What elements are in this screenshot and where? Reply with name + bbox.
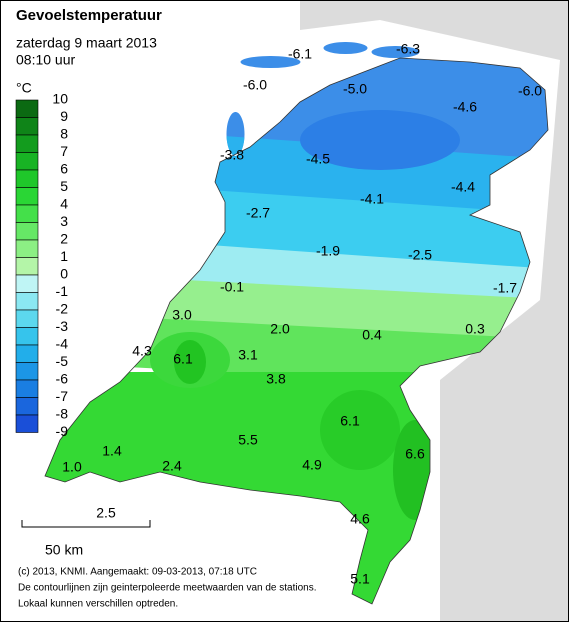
legend-swatch [15,117,39,136]
title: Gevoelstemperatuur [16,7,162,24]
station-value: -0.1 [220,279,244,295]
legend-swatch [15,274,39,293]
station-value: 4.3 [132,343,152,359]
station-value: -1.9 [316,243,340,259]
station-value: 6.1 [340,413,360,429]
station-value: 1.4 [102,443,122,459]
neighbouring-land [300,0,569,622]
legend-swatch [15,379,39,398]
legend-tick: 7 [60,143,68,159]
station-value: 0.3 [465,321,485,337]
station-value: -5.0 [343,81,367,97]
station-value: -4.4 [451,179,475,195]
time: 08:10 uur [16,52,75,68]
legend-swatch [15,99,39,118]
footer-line: De contourlijnen zijn geinterpoleerde me… [18,583,317,594]
legend-tick: -2 [56,301,69,317]
date: zaterdag 9 maart 2013 [16,35,157,51]
station-labels: -6.1 -6.3 -6.0 -5.0 -6.0 -4.6 -3.8 -4.5 -4.1 -4.4… [62,41,542,587]
legend-swatch [15,204,39,223]
station-value: 6.6 [405,446,425,462]
footer: (c) 2013, KNMI. Aangemaakt: 09-03-2013, … [18,567,317,610]
legend-tick: -3 [56,318,69,334]
legend-swatch [15,152,39,171]
legend-unit: °C [16,80,32,96]
footer-line: (c) 2013, KNMI. Aangemaakt: 09-03-2013, … [18,567,257,578]
country-outline [44,57,549,605]
legend-swatch [15,344,39,363]
legend-swatch [15,169,39,188]
legend-tick: 6 [60,161,68,177]
legend-tick: 4 [60,196,68,212]
station-value: 4.9 [302,457,322,473]
legend-tick: -7 [56,388,69,404]
legend-tick: 5 [60,178,68,194]
station-value: 6.1 [173,351,193,367]
legend-swatch [15,397,39,416]
legend-swatch [15,414,39,433]
legend-tick: 1 [60,248,68,264]
legend-swatch [15,292,39,311]
station-value: 1.0 [62,459,82,475]
station-value: 5.5 [238,432,258,448]
legend-swatch [15,257,39,276]
station-value: 2.0 [270,321,290,337]
station-value: -2.5 [408,247,432,263]
station-value: -2.7 [246,205,270,221]
station-value: -6.0 [518,83,542,99]
station-value: 3.8 [266,371,286,387]
legend-tick: -4 [56,336,69,352]
legend-swatch [15,222,39,241]
station-value: 0.4 [362,327,382,343]
legend-tick: -9 [56,423,69,439]
footer-line: Lokaal kunnen verschillen optreden. [18,599,178,610]
legend-swatch [15,187,39,206]
scale-label: 50 km [45,542,83,558]
station-value: -4.5 [306,151,330,167]
legend-swatch [15,239,39,258]
station-value: 2.4 [162,458,182,474]
legend-tick: 3 [60,213,68,229]
legend-tick: -6 [56,371,69,387]
station-value: -1.7 [493,280,517,296]
scale-bar: 50 km [21,520,151,558]
legend-tick: 10 [52,91,68,107]
station-value: -6.3 [396,41,420,57]
legend-tick: 8 [60,126,68,142]
legend-tick: -1 [56,283,69,299]
legend-swatch [15,362,39,381]
legend-tick: 2 [60,231,68,247]
legend-swatch [15,327,39,346]
station-value: -3.8 [220,147,244,163]
legend-swatch [15,309,39,328]
station-value: 3.1 [238,347,258,363]
legend-tick: 9 [60,108,68,124]
legend-tick: 0 [60,266,68,282]
station-value: -4.6 [453,99,477,115]
station-value: 4.6 [350,511,370,527]
legend-tick: -8 [56,406,69,422]
station-value: 3.0 [172,307,192,323]
legend-swatch [15,134,39,153]
station-value: -6.1 [288,46,312,62]
station-value: -4.1 [360,191,384,207]
legend-tick: -5 [56,353,69,369]
station-value: 5.1 [350,571,370,587]
station-value: 2.5 [96,505,116,521]
station-value: -6.0 [243,77,267,93]
